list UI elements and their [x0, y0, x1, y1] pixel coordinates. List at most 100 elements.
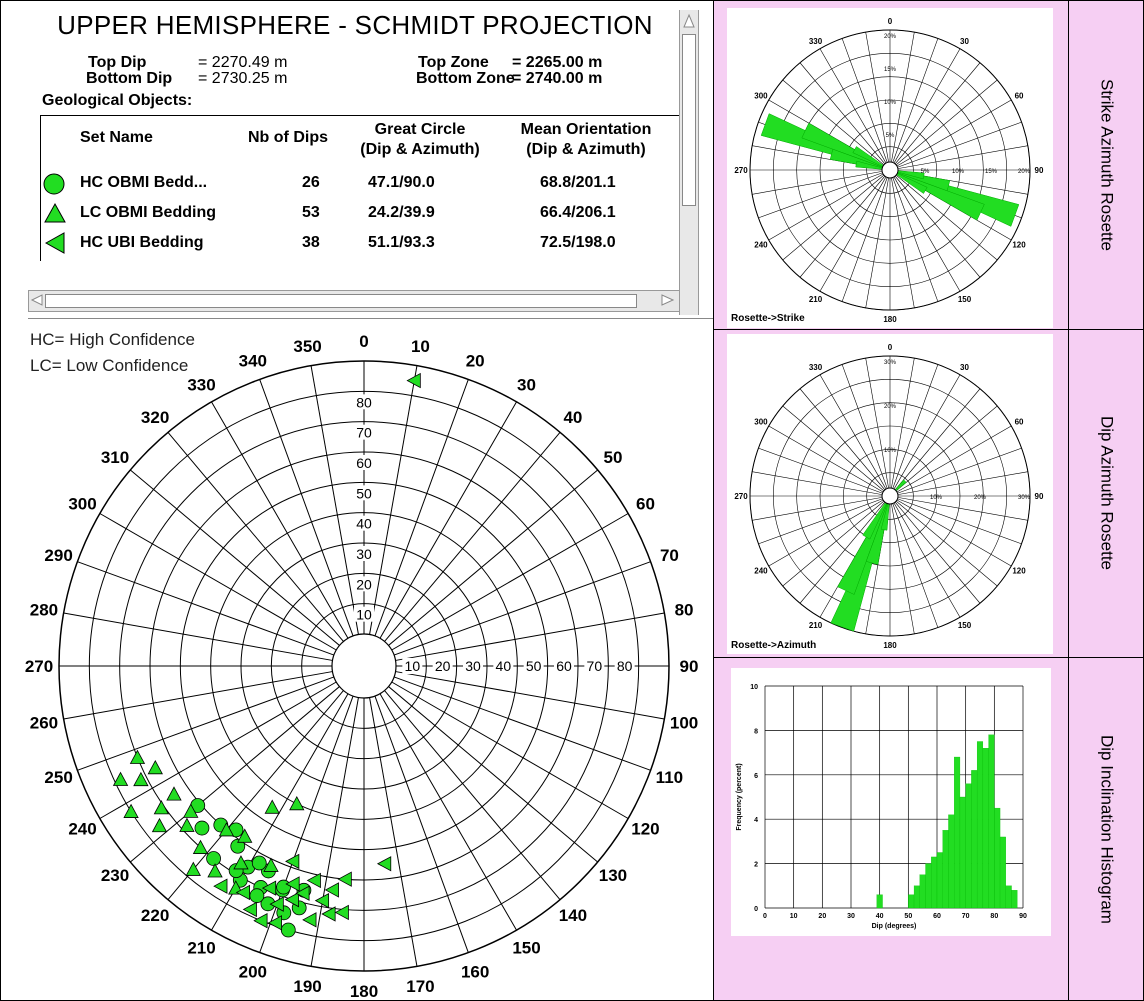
data-point-circle [230, 838, 246, 854]
row-nb: 38 [302, 234, 320, 251]
rosette-azimuth-label: 90 [1035, 166, 1044, 175]
azimuth-spoke [379, 401, 517, 639]
data-point-triangle-left [267, 915, 282, 931]
label-column [1068, 0, 1144, 1001]
rosette-spoke [893, 176, 961, 292]
rosette-spoke [891, 503, 915, 634]
histogram-bar [876, 894, 883, 909]
rosette-spoke [799, 388, 886, 491]
rosette-spoke [752, 471, 883, 495]
rosette-spoke [892, 503, 939, 628]
azimuth-spoke [393, 561, 651, 656]
data-point-circle [194, 820, 210, 836]
data-point-triangle-left [285, 876, 300, 892]
rosette-azimuth-label: 210 [809, 295, 823, 304]
azimuth-spoke [99, 681, 337, 819]
data-point-triangle-up [237, 828, 253, 843]
dip-label-bg [402, 658, 423, 674]
dip-azimuth-rosette-chart: 0 30 60 90 120 150 180 210 240 270 300 330 10% 10% 20%… [734, 343, 1044, 650]
histogram-bar [948, 814, 955, 909]
azimuth-spoke [391, 513, 629, 651]
histogram-y-tick: 8 [754, 728, 758, 735]
dip-tick-label: 10 [405, 658, 421, 674]
row-set-name: LC OBMI Bedding [80, 204, 216, 221]
rosette-azimuth-label: 240 [754, 567, 768, 576]
rosette-spoke [893, 48, 961, 164]
histogram-bar [999, 836, 1006, 909]
vertical-scrollbar[interactable] [679, 10, 699, 315]
histogram-x-tick: 30 [847, 913, 855, 920]
data-point-triangle-left [295, 885, 310, 901]
azimuth-tick-label: 70 [660, 546, 679, 565]
data-point-circle [280, 922, 296, 938]
histogram-x-tick: 70 [962, 913, 970, 920]
dip-tick-label: 60 [556, 658, 572, 674]
histogram-bar [976, 741, 984, 909]
row-nb: 53 [302, 204, 320, 221]
rosette-azimuth-label: 300 [754, 92, 768, 101]
page-title: UPPER HEMISPHERE - SCHMIDT PROJECTION [57, 10, 653, 40]
data-point-triangle-up [192, 839, 209, 854]
data-point-triangle-up [263, 857, 279, 872]
row-great-circle: 51.1/93.3 [368, 234, 435, 251]
rosette-spoke [865, 358, 889, 489]
azimuth-spoke [384, 690, 561, 900]
rosette-spoke [896, 499, 1012, 567]
top-zone-label: Top Zone [418, 54, 489, 71]
dip-tick-label: 40 [356, 516, 372, 532]
rosette-azimuth-label: 120 [1012, 241, 1026, 250]
pane-divider[interactable] [28, 318, 714, 319]
data-point-circle [249, 888, 265, 904]
rosette-azimuth-label: 0 [888, 343, 893, 352]
azimuth-tick-label: 340 [239, 352, 267, 371]
strike-rosette-chart: 0 30 60 90 120 150 180 210 240 270 300 330 5% 5% 10% 10… [734, 17, 1044, 324]
data-point-triangle-up [147, 759, 163, 775]
rosette-spoke [895, 500, 998, 587]
rosette-spoke [896, 425, 1012, 493]
vertical-scroll-thumb[interactable] [682, 34, 696, 206]
data-point-triangle-up [112, 771, 129, 786]
data-point-triangle-up [153, 800, 170, 815]
azimuth-tick-label: 230 [101, 866, 129, 885]
rosette-spoke [865, 32, 889, 163]
lc-note: LC= Low Confidence [30, 356, 189, 375]
row-set-name: HC OBMI Bedd... [80, 174, 208, 191]
geological-objects-table [40, 115, 679, 261]
azimuth-spoke [259, 379, 354, 637]
histogram-x-tick: 50 [904, 913, 912, 920]
scroll-left-arrow-icon[interactable] [30, 293, 44, 307]
rosette-azimuth-label: 180 [883, 315, 897, 324]
histogram-bar [959, 796, 966, 909]
histogram-y-tick: 4 [754, 817, 758, 824]
strike-rosette-caption: Rosette->Strike [731, 313, 805, 324]
dip-label-bg [584, 658, 605, 674]
circle-marker-icon [43, 173, 65, 195]
azimuth-spoke [374, 379, 469, 637]
histogram-bar [913, 885, 920, 909]
scroll-up-arrow-icon[interactable] [682, 12, 696, 30]
dip-label-bg [614, 658, 635, 674]
dip-tick-label: 40 [496, 658, 512, 674]
dip-tick-label: 10 [356, 607, 372, 623]
horizontal-scrollbar[interactable] [28, 290, 680, 312]
horizontal-scroll-thumb[interactable] [45, 294, 637, 308]
histogram-bar [942, 830, 949, 909]
rosette-azimuth-label: 0 [888, 17, 893, 26]
azimuth-spoke [388, 686, 598, 863]
histogram-x-tick: 20 [818, 913, 826, 920]
scroll-right-arrow-icon[interactable] [659, 293, 675, 307]
data-point-triangle-left [334, 904, 349, 921]
rosette-spoke [896, 99, 1012, 167]
dip-label-bg [432, 658, 453, 674]
rosette-spoke [758, 498, 883, 545]
azimuth-tick-label: 210 [187, 938, 215, 957]
dip-tick-label: 20 [435, 658, 451, 674]
dip-label-bg [354, 576, 374, 592]
rosette-spoke [758, 447, 883, 494]
rosette-azimuth-label: 240 [754, 241, 768, 250]
rosette-spoke [799, 175, 886, 278]
azimuth-tick-label: 140 [559, 906, 587, 925]
azimuth-tick-label: 320 [141, 408, 169, 427]
dip-azimuth-rosette-caption: Rosette->Azimuth [731, 640, 817, 651]
rosette-ring-label: 20% [974, 495, 987, 501]
